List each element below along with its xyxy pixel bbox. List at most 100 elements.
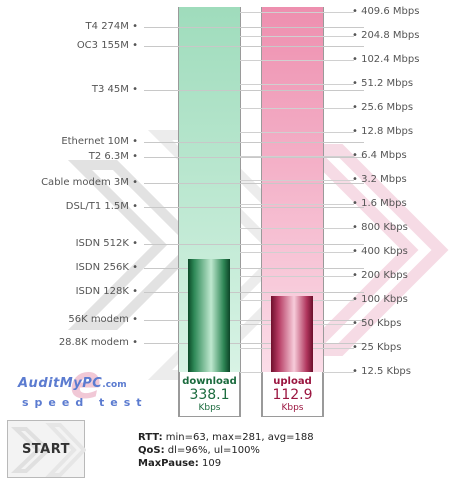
- upload-unit: Kbps: [281, 403, 304, 413]
- left-gridline: [144, 183, 364, 184]
- left-scale-text: ISDN 512K •: [75, 238, 138, 249]
- left-scale-label: ISDN 512K •: [76, 238, 138, 250]
- left-scale-text: ISDN 128K •: [75, 286, 138, 297]
- left-scale-label: OC3 155M •: [77, 40, 138, 52]
- download-column-border-right: [240, 7, 241, 417]
- right-scale-text: • 1.6 Mbps: [352, 198, 407, 209]
- left-scale-label: T2 6.3M •: [89, 151, 138, 163]
- right-scale-label: • 6.4 Mbps: [352, 150, 407, 162]
- qos-stat: QoS: dl=96%, ul=100%: [138, 444, 314, 457]
- right-scale-text: • 3.2 Mbps: [352, 174, 407, 185]
- left-gridline: [144, 207, 364, 208]
- upload-column-border-left: [261, 7, 262, 417]
- test-statistics: RTT: min=63, max=281, avg=188 QoS: dl=96…: [138, 431, 314, 470]
- right-scale-label: • 800 Kbps: [352, 222, 408, 234]
- right-scale-text: • 102.4 Mbps: [352, 54, 420, 65]
- right-gridline: [240, 132, 354, 133]
- left-gridline: [144, 343, 364, 344]
- left-gridline: [144, 268, 364, 269]
- right-scale-label: • 400 Kbps: [352, 246, 408, 258]
- right-gridline: [240, 276, 354, 277]
- left-scale-label: Ethernet 10M •: [61, 136, 138, 148]
- right-scale-label: • 12.8 Mbps: [352, 126, 413, 138]
- rtt-value: min=63, max=281, avg=188: [165, 432, 314, 443]
- right-scale-text: • 400 Kbps: [352, 246, 408, 257]
- right-scale-label: • 12.5 Kbps: [352, 366, 411, 378]
- right-gridline: [240, 60, 354, 61]
- upload-column-border-right: [323, 7, 324, 417]
- right-gridline: [240, 12, 354, 13]
- right-scale-label: • 102.4 Mbps: [352, 54, 419, 66]
- right-gridline: [240, 84, 354, 85]
- right-scale-label: • 200 Kbps: [352, 270, 408, 282]
- download-unit: Kbps: [198, 403, 221, 413]
- right-scale-label: • 3.2 Mbps: [352, 174, 407, 186]
- right-gridline: [240, 252, 354, 253]
- download-speed-bar: [188, 259, 230, 372]
- left-gridline: [144, 244, 364, 245]
- left-scale-label: 28.8K modem •: [59, 337, 138, 349]
- right-gridline: [240, 180, 354, 181]
- left-scale-text: DSL/T1 1.5M •: [65, 201, 138, 212]
- right-scale-label: • 51.2 Mbps: [352, 78, 413, 90]
- bandwidth-scale: • 409.6 Mbps • 204.8 Mbps • 102.4 Mbps • 51…: [352, 0, 467, 380]
- left-scale-text: T4 274M •: [85, 21, 138, 32]
- left-gridline: [144, 46, 364, 47]
- right-scale-label: • 409.6 Mbps: [352, 6, 419, 18]
- right-gridline: [240, 228, 354, 229]
- rtt-label: RTT:: [138, 432, 163, 443]
- right-gridline: [240, 156, 354, 157]
- right-scale-text: • 409.6 Mbps: [352, 6, 420, 17]
- upload-label: upload: [273, 376, 312, 387]
- left-gridline: [144, 292, 364, 293]
- left-scale-text: Ethernet 10M •: [61, 136, 138, 147]
- upload-speed-bar: [271, 296, 313, 372]
- right-scale-text: • 25.6 Mbps: [352, 102, 414, 113]
- right-scale-text: • 204.8 Mbps: [352, 30, 420, 41]
- download-column-border-left: [178, 7, 179, 417]
- left-scale-label: ISDN 128K •: [76, 286, 138, 298]
- right-scale-text: • 200 Kbps: [352, 270, 408, 281]
- left-gridline: [144, 27, 364, 28]
- left-gridline: [144, 157, 364, 158]
- maxpause-stat: MaxPause: 109: [138, 457, 314, 470]
- left-gridline: [144, 320, 364, 321]
- right-scale-text: • 100 Kbps: [352, 294, 408, 305]
- left-scale-label: T3 45M •: [92, 84, 138, 96]
- left-scale-label: 56K modem •: [68, 314, 138, 326]
- brand-tagline: speed test: [22, 396, 148, 409]
- right-scale-label: • 100 Kbps: [352, 294, 408, 306]
- upload-value: 112.9: [272, 387, 313, 403]
- right-scale-text: • 12.8 Mbps: [352, 126, 414, 137]
- right-scale-label: • 204.8 Mbps: [352, 30, 419, 42]
- start-arrow-icon: [11, 423, 86, 477]
- right-scale-label: • 50 Kbps: [352, 318, 401, 330]
- background-arrow-graphic-right: [300, 144, 449, 356]
- left-scale-text: OC3 155M •: [76, 40, 138, 51]
- right-gridline: [240, 108, 354, 109]
- right-scale-text: • 25 Kbps: [352, 342, 402, 353]
- right-scale-label: • 25.6 Mbps: [352, 102, 413, 114]
- right-scale-text: • 800 Kbps: [352, 222, 408, 233]
- left-scale-label: T4 274M •: [86, 21, 138, 33]
- left-scale-text: T2 6.3M •: [88, 151, 138, 162]
- right-gridline: [240, 36, 354, 37]
- download-label: download: [182, 376, 237, 387]
- right-scale-text: • 51.2 Mbps: [352, 78, 414, 89]
- right-scale-text: • 12.5 Kbps: [352, 366, 411, 377]
- right-scale-text: • 6.4 Mbps: [352, 150, 407, 161]
- brand-name: AuditMyPC: [18, 376, 103, 391]
- maxpause-value: 109: [202, 458, 222, 469]
- rtt-stat: RTT: min=63, max=281, avg=188: [138, 431, 314, 444]
- start-button-label: START: [21, 441, 71, 457]
- start-button[interactable]: START: [7, 420, 86, 478]
- left-gridline: [144, 90, 364, 91]
- right-scale-text: • 50 Kbps: [352, 318, 402, 329]
- brand-domain: .com: [102, 380, 127, 390]
- right-scale-label: • 1.6 Mbps: [352, 198, 407, 210]
- left-scale-text: 56K modem •: [68, 314, 138, 325]
- right-scale-label: • 25 Kbps: [352, 342, 401, 354]
- left-scale-text: T3 45M •: [91, 84, 138, 95]
- left-scale-text: 28.8K modem •: [58, 337, 138, 348]
- brand-logo: AuditMyPC.com speed test: [18, 372, 148, 409]
